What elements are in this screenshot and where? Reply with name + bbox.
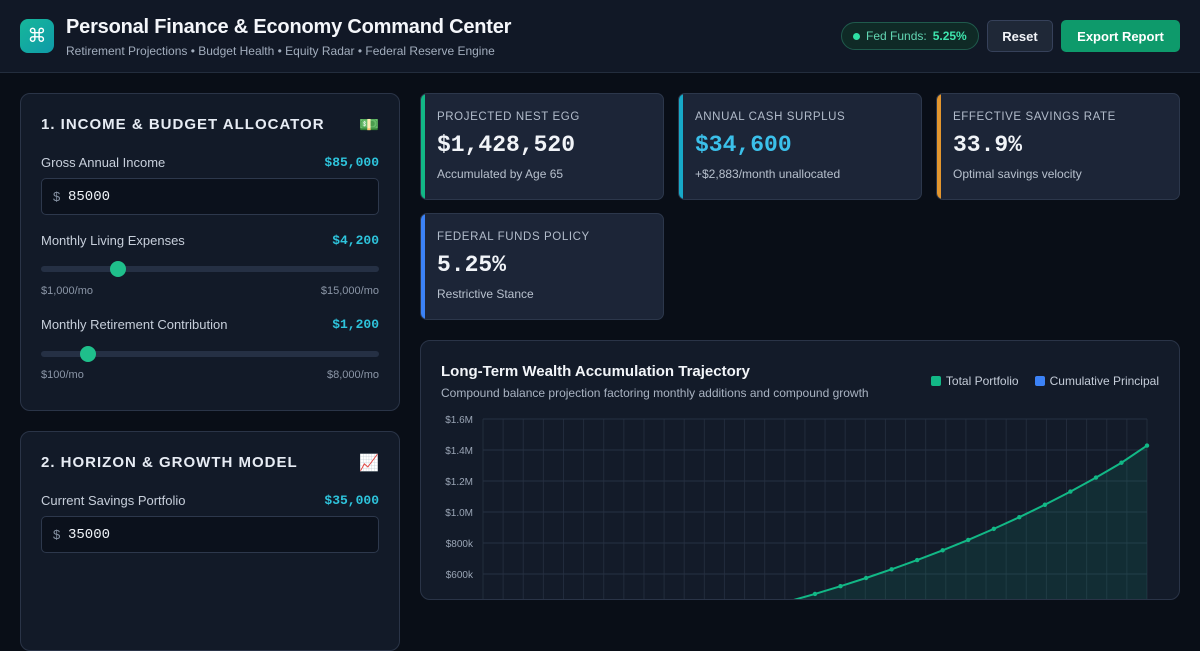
expenses-slider-thumb[interactable] [110,261,127,277]
kpi-value: 33.9% [953,132,1023,158]
y-tick-label: $1.4M [445,446,473,457]
expenses-min-label: $1,000/mo [41,285,93,297]
kpi-card-fed-funds: FEDERAL FUNDS POLICY 5.25% Restrictive S… [420,213,664,320]
wealth-chart-panel: Long-Term Wealth Accumulation Trajectory… [420,340,1180,600]
chart-subtitle: Compound balance projection factoring mo… [441,386,869,400]
current-savings-label: Current Savings Portfolio [41,493,186,508]
data-point [789,598,790,599]
app-subtitle: Retirement Projections • Budget Health •… [66,44,495,58]
current-savings-input-value: 35000 [68,527,111,543]
data-point [1093,475,1099,480]
accent-bar [421,94,425,199]
kpi-label: ANNUAL CASH SURPLUS [695,111,846,123]
current-savings-input[interactable]: $ 35000 [41,516,379,553]
data-point [863,575,869,581]
retirement-value: $1,200 [332,317,379,332]
data-point [812,591,818,597]
data-point [1144,443,1150,448]
status-dot-icon [853,32,860,40]
retirement-max-label: $8,000/mo [327,369,379,381]
chart-title: Long-Term Wealth Accumulation Trajectory [441,363,750,380]
data-point [966,537,971,543]
accent-bar [679,94,683,199]
expenses-value: $4,200 [332,233,379,248]
data-point [889,567,894,572]
kpi-label: FEDERAL FUNDS POLICY [437,231,590,243]
y-tick-label: $600k [446,570,474,581]
data-point [914,557,920,563]
y-tick-label: $1.0M [445,508,473,519]
y-tick-label: $1.6M [445,415,473,426]
horizon-growth-panel: 2. HORIZON & GROWTH MODEL 📈 Current Savi… [20,431,400,651]
command-icon: ⌘ [20,19,54,53]
currency-symbol: $ [53,189,61,204]
kpi-note: Optimal savings velocity [953,167,1082,181]
retirement-min-label: $100/mo [41,369,84,381]
current-savings-value: $35,000 [324,493,379,508]
gross-income-input-value: 85000 [68,189,111,205]
data-point [991,526,996,532]
kpi-note: Accumulated by Age 65 [437,167,564,181]
y-tick-label: $1.2M [445,477,473,488]
expenses-max-label: $15,000/mo [320,285,379,297]
legend-item-total: Total Portfolio [930,374,1019,388]
gross-income-label: Gross Annual Income [41,155,166,170]
kpi-card-cash-surplus: ANNUAL CASH SURPLUS $34,600 +$2,883/mont… [678,93,922,200]
kpi-note: +$2,883/month unallocated [695,167,841,181]
kpi-value: $1,428,520 [437,132,576,158]
legend-label: Total Portfolio [945,374,1019,388]
retirement-slider-thumb[interactable] [80,346,97,362]
y-tick-label: $800k [446,539,474,550]
kpi-card-nest-egg: PROJECTED NEST EGG $1,428,520 Accumulate… [420,93,664,200]
money-icon: 💵 [359,115,379,134]
accent-bar [937,94,941,199]
gross-income-value: $85,000 [324,155,379,170]
legend-label: Cumulative Principal [1049,374,1159,388]
data-point [940,548,945,553]
data-point [1042,502,1048,507]
data-point [1017,514,1022,520]
fed-funds-label: Fed Funds: [866,29,927,43]
series-area-0 [797,445,1147,599]
legend-swatch [1034,376,1045,386]
kpi-value: 5.25% [437,252,507,278]
expenses-label: Monthly Living Expenses [41,233,185,248]
fed-funds-badge: Fed Funds: 5.25% [841,22,979,50]
kpi-note: Restrictive Stance [437,287,534,301]
retirement-label: Monthly Retirement Contribution [41,317,228,332]
kpi-label: PROJECTED NEST EGG [437,111,580,123]
export-report-button[interactable]: Export Report [1061,20,1180,52]
kpi-card-savings-rate: EFFECTIVE SAVINGS RATE 33.9% Optimal sav… [936,93,1180,200]
panel-title: 2. HORIZON & GROWTH MODEL [41,454,298,471]
expenses-slider[interactable] [41,261,379,277]
app-title: Personal Finance & Economy Command Cente… [66,16,512,38]
data-point [1068,489,1073,494]
gross-income-input[interactable]: $ 85000 [41,178,379,215]
reset-button[interactable]: Reset [987,20,1053,52]
app-header: ⌘ Personal Finance & Economy Command Cen… [0,0,1200,73]
legend-swatch [930,376,941,386]
kpi-value: $34,600 [695,132,792,158]
fed-funds-value: 5.25% [932,29,967,43]
accent-bar [421,214,425,319]
chart-legend: Total Portfolio Cumulative Principal [915,374,1159,388]
kpi-label: EFFECTIVE SAVINGS RATE [953,111,1116,123]
income-budget-panel: 1. INCOME & BUDGET ALLOCATOR 💵 Gross Ann… [20,93,400,411]
data-point [1119,460,1124,465]
currency-symbol: $ [53,527,61,542]
panel-title: 1. INCOME & BUDGET ALLOCATOR [41,116,325,133]
data-point [838,583,843,589]
wealth-chart: $1.6M$1.4M$1.2M$1.0M$800k$600k$400k [445,415,1150,599]
retirement-slider[interactable] [41,346,379,362]
chart-up-icon: 📈 [359,453,379,472]
legend-item-principal: Cumulative Principal [1034,374,1159,388]
